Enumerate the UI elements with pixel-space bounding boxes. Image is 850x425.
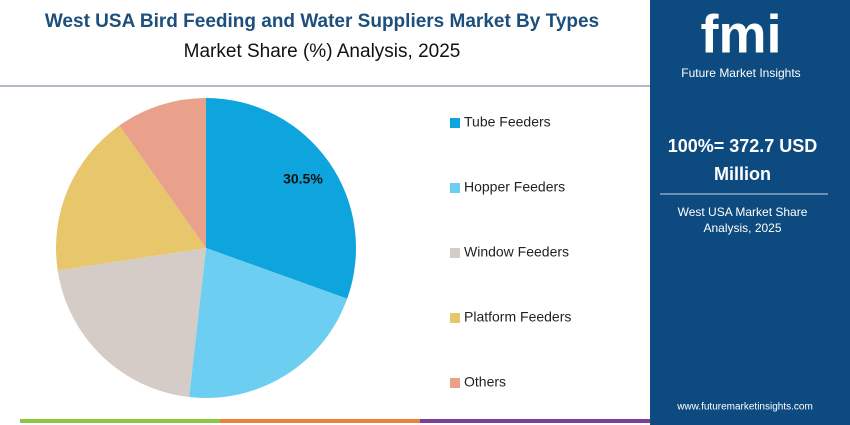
- brand: Future Market Insights: [681, 66, 800, 80]
- pie-slice: [189, 248, 348, 398]
- caption-box: West USA Market Share Analysis, 2025: [677, 205, 808, 235]
- legend-swatch: [450, 378, 460, 388]
- total: 100%= 372.7 USD Million: [667, 136, 818, 184]
- pie-slice: [206, 98, 356, 299]
- legend-label: Tube Feeders: [464, 114, 551, 130]
- chart-subtitle: Market Share (%) Analysis, 2025: [184, 41, 461, 62]
- caption: West USA Market Share Analysis, 2025: [677, 205, 808, 235]
- pie-slice: [56, 125, 207, 271]
- legend-label: Window Feeders: [464, 244, 569, 260]
- pie-slice: [57, 248, 206, 398]
- footer-strip: [20, 419, 220, 423]
- chart-title: West USA Bird Feeding and Water Supplier…: [45, 11, 599, 32]
- footer-strip: [420, 419, 650, 423]
- legend-swatch: [450, 183, 460, 193]
- logo: fmi: [701, 4, 782, 64]
- side-panel: [650, 0, 850, 425]
- pie-slice: [119, 98, 206, 248]
- legend-swatch: [450, 248, 460, 258]
- legend-swatch: [450, 118, 460, 128]
- legend-label: Platform Feeders: [464, 309, 571, 325]
- total-box: 100%= 372.7 USD Million: [667, 136, 818, 184]
- website: www.futuremarketinsights.com: [676, 402, 813, 413]
- footer-strip: [220, 419, 420, 423]
- legend-label: Hopper Feeders: [464, 179, 565, 195]
- legend-label: Others: [464, 374, 506, 390]
- legend-swatch: [450, 313, 460, 323]
- data-label: 30.5%: [283, 171, 323, 187]
